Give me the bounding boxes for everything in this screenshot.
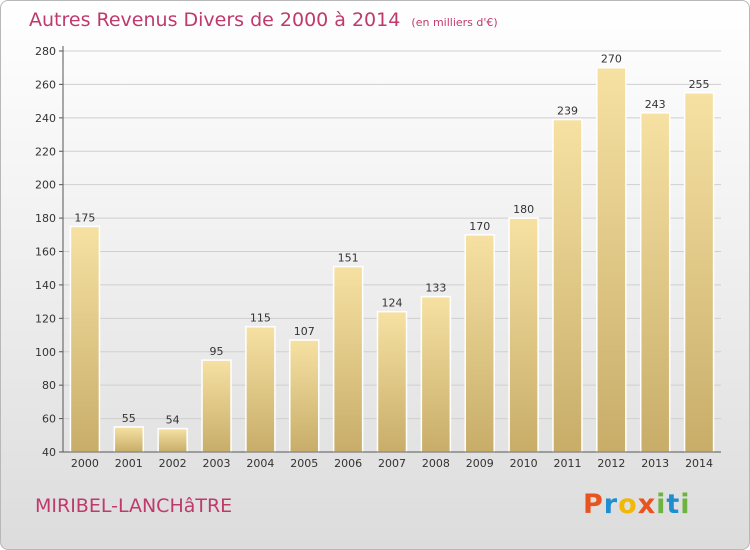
y-tick-label: 100 [35, 346, 56, 359]
data-label: 107 [294, 325, 315, 338]
x-tick-label: 2004 [246, 457, 274, 470]
x-tick-label: 2010 [510, 457, 538, 470]
data-label: 54 [166, 414, 180, 427]
bar-2005 [289, 339, 320, 453]
bar-2009 [464, 234, 495, 453]
data-label: 95 [210, 345, 224, 358]
bars [69, 66, 715, 453]
data-label: 175 [74, 211, 95, 224]
axes [59, 46, 721, 453]
bar-2007 [376, 310, 408, 453]
x-tick-label: 2002 [159, 457, 187, 470]
y-tick-label: 280 [35, 45, 56, 58]
logo-letter: i [680, 489, 691, 520]
proxiti-logo: Proxiti [583, 489, 691, 520]
data-label: 255 [689, 78, 710, 91]
logo-letter: P [583, 489, 604, 520]
bar-2000 [69, 225, 101, 453]
bar-2013 [639, 112, 671, 453]
data-label: 170 [469, 220, 490, 233]
x-tick-label: 2011 [553, 457, 581, 470]
logo-letter: o [618, 489, 638, 520]
bar-2008 [420, 295, 452, 453]
x-tick-label: 2000 [71, 457, 99, 470]
data-label: 243 [645, 98, 666, 111]
x-tick-label: 2008 [422, 457, 450, 470]
data-label: 115 [250, 312, 271, 325]
y-tick-label: 260 [35, 78, 56, 91]
y-tick-label: 120 [35, 312, 56, 325]
x-tick-label: 2001 [115, 457, 143, 470]
bar-2002 [157, 427, 188, 453]
x-tick-label: 2007 [378, 457, 406, 470]
y-tick-label: 220 [35, 145, 56, 158]
x-tick-label: 2009 [466, 457, 494, 470]
x-tick-label: 2006 [334, 457, 362, 470]
y-tick-label: 240 [35, 112, 56, 125]
y-tick-label: 180 [35, 212, 56, 225]
bar-2001 [113, 426, 145, 453]
y-tick-label: 60 [42, 413, 56, 426]
chart-title: Autres Revenus Divers de 2000 à 2014 (en… [29, 9, 498, 31]
data-label: 270 [601, 53, 622, 66]
data-label: 239 [557, 105, 578, 118]
bar-2006 [332, 265, 364, 453]
y-tick-label: 80 [42, 379, 56, 392]
chart-title-text: Autres Revenus Divers de 2000 à 2014 [29, 9, 401, 31]
x-tick-label: 2012 [597, 457, 625, 470]
chart-unit: (en milliers d'€) [411, 16, 498, 29]
bar-2004 [245, 325, 276, 453]
place-name: MIRIBEL-LANCHâTRE [35, 495, 233, 517]
logo-letter: i [656, 489, 667, 520]
data-label: 55 [122, 412, 136, 425]
bar-2011 [552, 118, 583, 453]
logo-letter: x [637, 489, 657, 520]
bar-2014 [683, 92, 715, 453]
data-label: 124 [382, 297, 403, 310]
data-labels: 175 55 54 95 115 107 151 124 133 170 180 239 270 243 2… [74, 53, 709, 427]
y-tick-label: 160 [35, 246, 56, 259]
y-tick-label: 200 [35, 179, 56, 192]
x-tick-label: 2005 [290, 457, 318, 470]
data-label: 151 [338, 252, 359, 265]
bar-2010 [508, 217, 539, 453]
x-tick-label: 2003 [203, 457, 231, 470]
x-tick-label: 2014 [685, 457, 713, 470]
bar-2012 [596, 66, 627, 453]
y-tick-label: 140 [35, 279, 56, 292]
x-tick-labels: 2000 2001 2002 2003 2004 2005 2006 2007 2008 2009… [71, 457, 713, 470]
x-tick-label: 2013 [641, 457, 669, 470]
logo-letter: t [666, 489, 681, 520]
logo-letter: r [603, 489, 619, 520]
y-tick-labels: 40 60 80 100 120 140 160 180 200 220 240 260 280 [35, 45, 56, 459]
y-tick-label: 40 [42, 446, 56, 459]
data-label: 180 [513, 203, 534, 216]
data-label: 133 [425, 282, 446, 295]
bar-2003 [201, 359, 232, 453]
